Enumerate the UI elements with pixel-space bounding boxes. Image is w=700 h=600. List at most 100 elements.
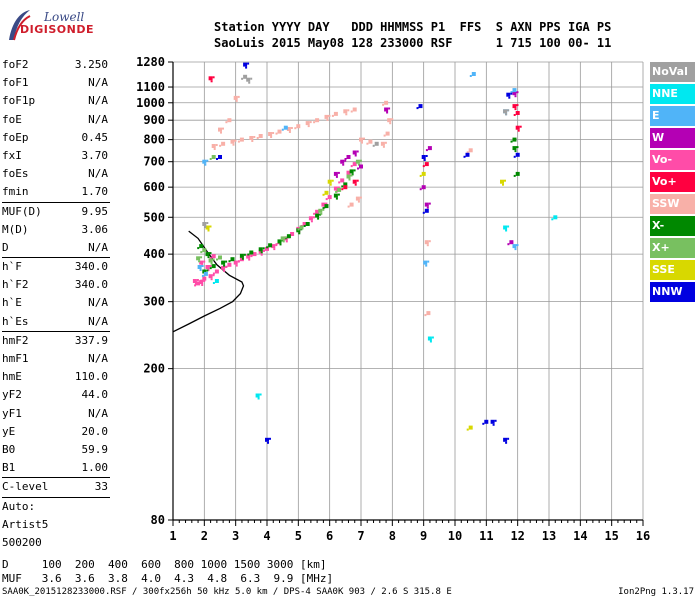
echo-point	[383, 134, 386, 137]
echo-point	[356, 150, 359, 153]
echo-point	[269, 437, 271, 440]
param-value: 59.9	[81, 442, 109, 456]
echo-point	[424, 240, 429, 245]
echo-point	[380, 141, 385, 146]
echo-point	[425, 149, 428, 152]
echo-point	[241, 77, 244, 80]
echo-point	[286, 234, 291, 239]
param-label: fmin	[2, 185, 29, 199]
param-value: N/A	[88, 240, 108, 254]
echo-point	[426, 206, 429, 209]
echo-point	[507, 225, 510, 228]
echo-point	[389, 122, 392, 125]
echo-point	[331, 114, 334, 117]
echo-point	[388, 107, 391, 110]
echo-point	[423, 260, 428, 265]
echo-point	[359, 164, 363, 169]
echo-point	[265, 437, 269, 442]
param-label: 500200	[2, 535, 42, 549]
x-tick-label: 4	[263, 529, 270, 543]
echo-point	[194, 283, 197, 285]
echo-point	[337, 193, 340, 196]
echo-point	[427, 146, 432, 151]
echo-point	[324, 190, 329, 195]
param-row: hmE 110.0	[2, 368, 110, 386]
echo-point	[468, 425, 473, 430]
echo-point	[310, 220, 313, 223]
echo-point	[515, 152, 520, 157]
param-value: N/A	[88, 167, 108, 181]
echo-point	[234, 139, 237, 142]
echo-point	[322, 207, 325, 210]
echo-point	[384, 100, 389, 105]
echo-point	[352, 107, 357, 112]
param-label: foEp	[2, 130, 29, 144]
echo-point	[294, 127, 297, 130]
echo-point	[468, 148, 473, 153]
param-label: B0	[2, 442, 16, 456]
legend-item: X+	[650, 238, 695, 258]
param-row: fxI 3.70	[2, 147, 110, 165]
echo-point	[345, 113, 348, 116]
echo-point	[512, 146, 517, 151]
echo-point	[227, 262, 232, 267]
x-tick-label: 1	[169, 529, 176, 543]
logo-line2: DIGISONDE	[20, 23, 94, 36]
param-label: hmF2	[2, 333, 29, 347]
y-tick-label: 800	[143, 133, 165, 147]
echo-point	[421, 185, 426, 190]
echo-point	[239, 137, 244, 142]
echo-point	[512, 104, 517, 109]
echo-point	[209, 257, 212, 260]
echo-point	[514, 95, 517, 98]
echo-point	[421, 171, 426, 176]
param-value: 340.0	[74, 278, 108, 292]
y-tick-label: 700	[143, 155, 165, 169]
x-tick-label: 8	[389, 529, 396, 543]
echo-point	[243, 62, 248, 67]
echo-point	[512, 137, 517, 142]
echo-point	[424, 162, 429, 167]
echo-point	[208, 258, 213, 263]
echo-point	[275, 132, 278, 135]
x-tick-label: 12	[510, 529, 524, 543]
echo-point	[210, 80, 213, 83]
echo-point	[313, 121, 316, 124]
echo-point	[516, 244, 519, 247]
echo-point	[482, 422, 485, 425]
param-label: foF1	[2, 76, 29, 90]
echo-point	[228, 260, 231, 263]
echo-point	[192, 279, 197, 283]
echo-point	[344, 159, 347, 162]
echo-point	[223, 264, 226, 267]
echo-point	[342, 163, 345, 166]
param-row: B0 59.9	[2, 441, 110, 459]
echo-point	[349, 202, 354, 207]
echo-point	[298, 232, 301, 235]
y-tick-label: 900	[143, 113, 165, 127]
echo-point	[357, 163, 360, 166]
echo-point	[216, 258, 218, 261]
echo-point	[248, 81, 251, 84]
echo-point	[245, 66, 248, 69]
param-value: 20.0	[81, 424, 109, 438]
echo-point	[255, 393, 260, 398]
echo-point	[204, 163, 207, 166]
echo-point	[427, 336, 432, 341]
echo-point	[423, 159, 426, 161]
scaled-parameters-panel: foF2 3.250 foF1 N/A foF1p N/A foE N/A foEp 0.45 fx…	[2, 56, 110, 552]
param-value: 340.0	[74, 260, 108, 274]
echo-point	[338, 181, 341, 184]
echo-point	[517, 129, 520, 132]
echo-point	[222, 127, 224, 130]
echo-point	[262, 247, 265, 250]
echo-point	[196, 279, 199, 281]
echo-point	[249, 136, 254, 140]
echo-point	[211, 254, 216, 259]
echo-point	[237, 260, 240, 263]
echo-point	[352, 179, 357, 184]
param-value: 337.9	[74, 333, 108, 347]
echo-point	[350, 110, 353, 113]
echo-point	[235, 99, 238, 102]
echo-point	[428, 202, 431, 205]
